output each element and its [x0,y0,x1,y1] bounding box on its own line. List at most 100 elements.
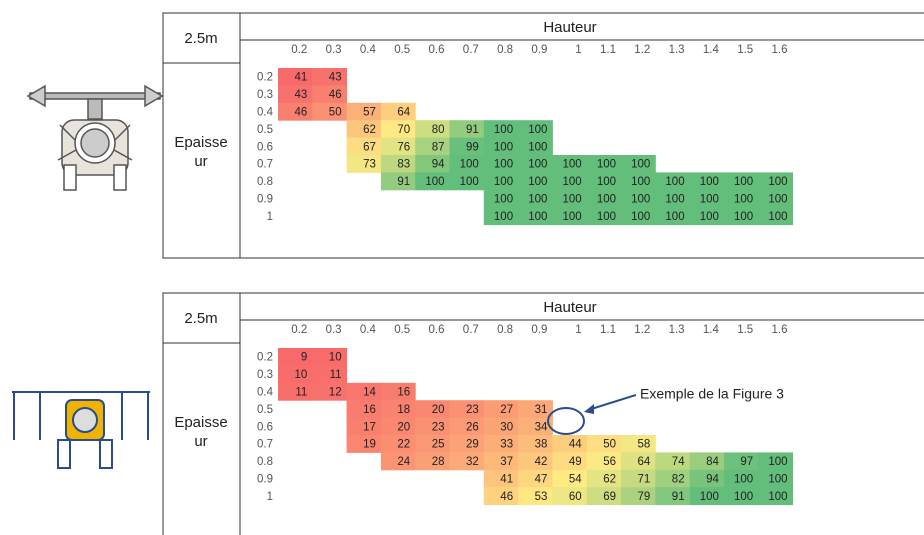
cell-value: 37 [500,456,513,468]
cell-value: 100 [768,491,787,503]
cell-value: 14 [363,387,376,399]
cell-value: 24 [397,456,410,468]
column-label: 0.4 [360,324,377,336]
cell-value: 69 [603,491,616,503]
cell-value: 100 [528,124,547,136]
cell-value: 87 [432,141,445,153]
cell-value: 74 [672,456,685,468]
row-label: 0.9 [257,194,273,206]
cell-value: 100 [700,211,719,223]
column-label: 0.3 [326,324,342,336]
row-label: 0.7 [257,159,273,171]
cell-value: 22 [397,439,410,451]
column-label: 1.1 [600,44,616,56]
column-label: 0.6 [429,44,445,56]
cell-value: 100 [734,176,753,188]
cell-value: 46 [329,89,342,101]
row-label: 0.6 [257,141,273,153]
column-label: 1.2 [634,324,650,336]
row-label: 0.7 [257,439,273,451]
row-header: Epaisse [174,134,227,151]
column-label: 0.2 [291,324,307,336]
cell-value: 32 [466,456,479,468]
cell-value: 50 [603,439,616,451]
corner-label: 2.5m [184,30,217,47]
corner-label: 2.5m [184,310,217,327]
cell-value: 46 [500,491,513,503]
cell-value: 100 [734,194,753,206]
cell-value: 100 [768,456,787,468]
column-label: 1.2 [634,44,650,56]
cell-value: 25 [432,439,445,451]
column-label: 1.1 [600,324,616,336]
highlight-circle [548,408,584,434]
cell-value: 10 [329,352,342,364]
arrow-head [584,404,594,414]
cell-value: 100 [597,211,616,223]
cell-value: 100 [631,194,650,206]
row-label: 0.4 [257,387,274,399]
cell-value: 100 [631,159,650,171]
column-label: 0.6 [429,324,445,336]
cell-value: 100 [563,159,582,171]
cell-value: 41 [500,474,513,486]
cell-value: 42 [535,456,548,468]
column-header: Hauteur [543,299,596,316]
cell-value: 100 [665,176,684,188]
cell-value: 91 [397,176,410,188]
column-label: 0.2 [291,44,307,56]
cell-value: 10 [295,369,308,381]
cell-value: 100 [734,491,753,503]
cell-value: 100 [494,176,513,188]
row-header: ur [194,153,207,170]
cell-value: 100 [425,176,444,188]
column-label: 0.3 [326,44,342,56]
column-label: 1.3 [669,324,685,336]
cell-value: 17 [363,421,376,433]
column-label: 0.7 [463,44,479,56]
cell-value: 100 [528,159,547,171]
column-label: 1.4 [703,44,720,56]
cell-value: 18 [397,404,410,416]
cell-value: 70 [397,124,410,136]
cell-value: 54 [569,474,582,486]
cell-value: 100 [460,176,479,188]
cell-value: 100 [528,211,547,223]
cell-value: 97 [740,456,753,468]
cell-value: 100 [665,194,684,206]
cell-value: 91 [672,491,685,503]
column-label: 1.6 [772,324,788,336]
cell-value: 30 [500,421,513,433]
cell-value: 100 [734,474,753,486]
row-label: 0.3 [257,89,273,101]
cell-value: 11 [330,369,342,381]
row-label: 1 [267,211,273,223]
cell-value: 94 [706,474,719,486]
page: 4143434646505764627080911001006776879910… [0,0,924,535]
cell-value: 23 [432,421,445,433]
cell-value: 27 [500,404,513,416]
cell-value: 9 [301,352,307,364]
cell-bg [278,348,313,366]
cell-value: 100 [734,211,753,223]
cell-value: 100 [563,194,582,206]
cell-value: 53 [535,491,548,503]
cell-value: 100 [494,194,513,206]
cell-value: 91 [466,124,479,136]
cell-value: 26 [466,421,479,433]
cell-value: 11 [295,387,307,399]
cell-value: 28 [432,456,445,468]
row-header: Epaisse [174,414,227,431]
column-label: 1 [575,324,581,336]
cell-value: 64 [638,456,651,468]
cell-value: 100 [700,194,719,206]
column-label: 0.4 [360,44,377,56]
cell-value: 16 [363,404,376,416]
cell-value: 43 [329,72,342,84]
row-label: 0.5 [257,404,273,416]
column-label: 1.3 [669,44,685,56]
row-label: 0.8 [257,456,273,468]
column-label: 0.5 [394,324,410,336]
column-header: Hauteur [543,19,596,36]
cell-value: 34 [535,421,548,433]
